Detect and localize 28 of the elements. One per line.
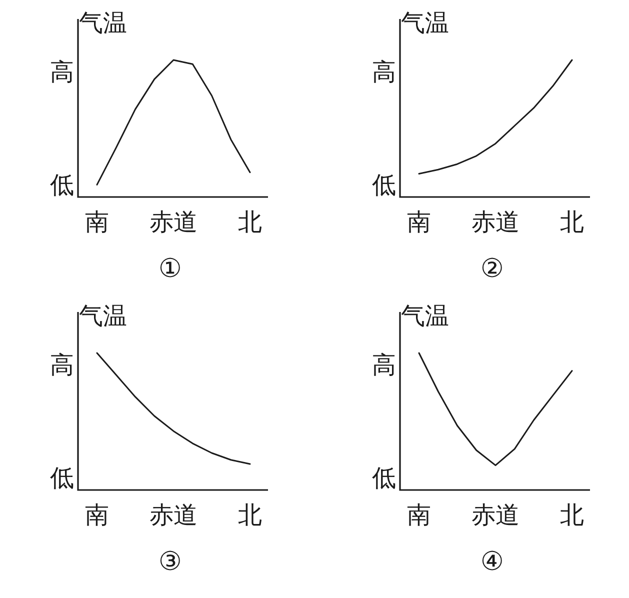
x-tick-label: 南	[407, 208, 431, 236]
x-tick-label: 赤道	[472, 501, 520, 529]
x-tick-label: 赤道	[150, 208, 198, 236]
text: ①	[158, 254, 182, 284]
x-tick-label: 赤道	[150, 501, 198, 529]
text: 低	[50, 171, 74, 199]
text: 低	[50, 464, 74, 492]
x-tick-label: 南	[85, 501, 109, 529]
text: ④	[480, 547, 504, 577]
y-axis-title: 气温	[401, 9, 449, 37]
x-tick-label: 北	[238, 208, 262, 236]
y-axis-title: 气温	[79, 302, 127, 330]
x-tick-label: 北	[560, 208, 584, 236]
x-tick-label: 赤道	[472, 208, 520, 236]
text: 高	[50, 58, 74, 86]
text: ②	[480, 254, 504, 284]
text: 高	[372, 58, 396, 86]
text: ③	[158, 547, 182, 577]
text: 高	[50, 351, 74, 379]
y-axis-title: 气温	[79, 9, 127, 37]
x-tick-label: 北	[560, 501, 584, 529]
text: 低	[372, 171, 396, 199]
x-tick-label: 北	[238, 501, 262, 529]
x-tick-label: 南	[407, 501, 431, 529]
text: 高	[372, 351, 396, 379]
text: 低	[372, 464, 396, 492]
x-tick-label: 南	[85, 208, 109, 236]
y-axis-title: 气温	[401, 302, 449, 330]
